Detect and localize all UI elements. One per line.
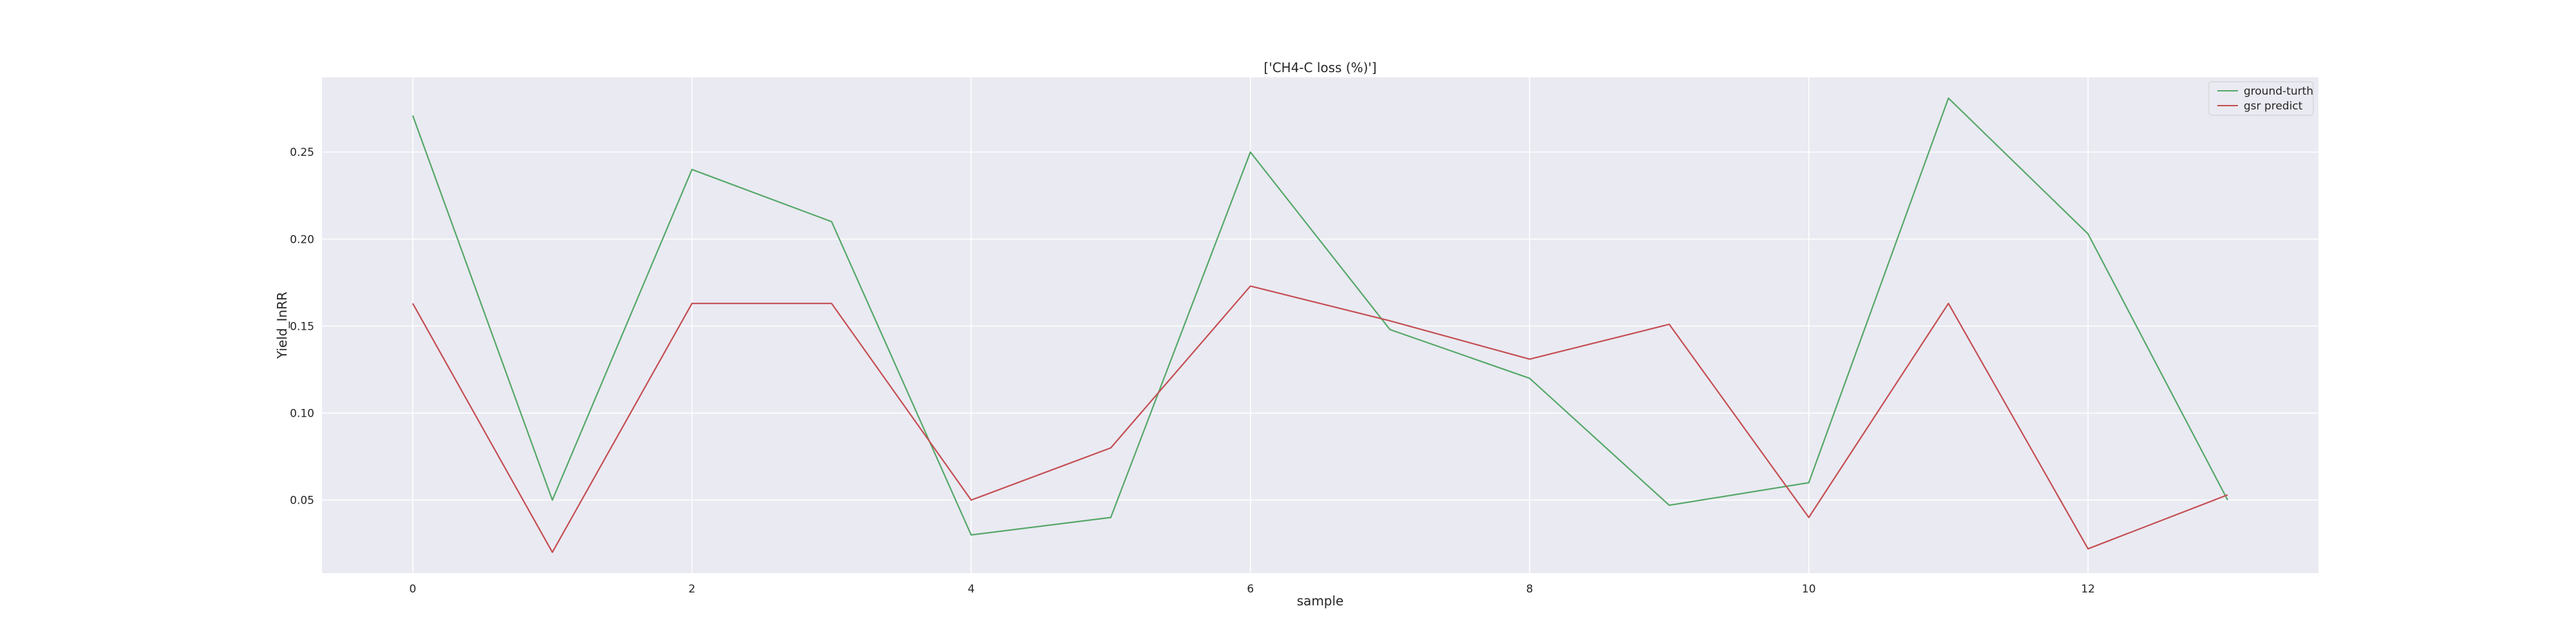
x-tick-labels: 0 2 4 6 8 10 12 — [409, 583, 2095, 596]
legend: ground-turth gsr predict — [2208, 81, 2314, 116]
x-tick-label: 0 — [409, 583, 416, 596]
grid-lines — [322, 77, 2318, 573]
y-tick-label: 0.20 — [290, 233, 314, 246]
legend-label-ground-turth: ground-turth — [2244, 85, 2313, 98]
x-tick-label: 2 — [688, 583, 696, 596]
y-tick-label: 0.10 — [290, 407, 314, 420]
x-tick-label: 12 — [2081, 583, 2095, 596]
x-tick-label: 8 — [1526, 583, 1533, 596]
legend-label-gsr-predict: gsr predict — [2244, 100, 2303, 113]
chart-title: ['CH4-C loss (%)'] — [1264, 60, 1376, 75]
y-tick-label: 0.15 — [290, 320, 314, 333]
series-line-gsr-predict — [412, 285, 2228, 553]
x-tick-label: 10 — [1802, 583, 1816, 596]
y-tick-labels: 0.05 0.10 0.15 0.20 0.25 — [290, 146, 314, 507]
series-lines — [412, 97, 2229, 553]
series-line-ground-turth — [412, 97, 2229, 536]
y-axis-label: Yield_InRR — [274, 292, 290, 359]
plot-area — [322, 77, 2318, 573]
x-tick-label: 6 — [1247, 583, 1254, 596]
y-tick-label: 0.05 — [290, 495, 314, 507]
y-tick-label: 0.25 — [290, 146, 314, 159]
x-tick-label: 4 — [968, 583, 975, 596]
x-axis-label: sample — [1297, 593, 1344, 609]
